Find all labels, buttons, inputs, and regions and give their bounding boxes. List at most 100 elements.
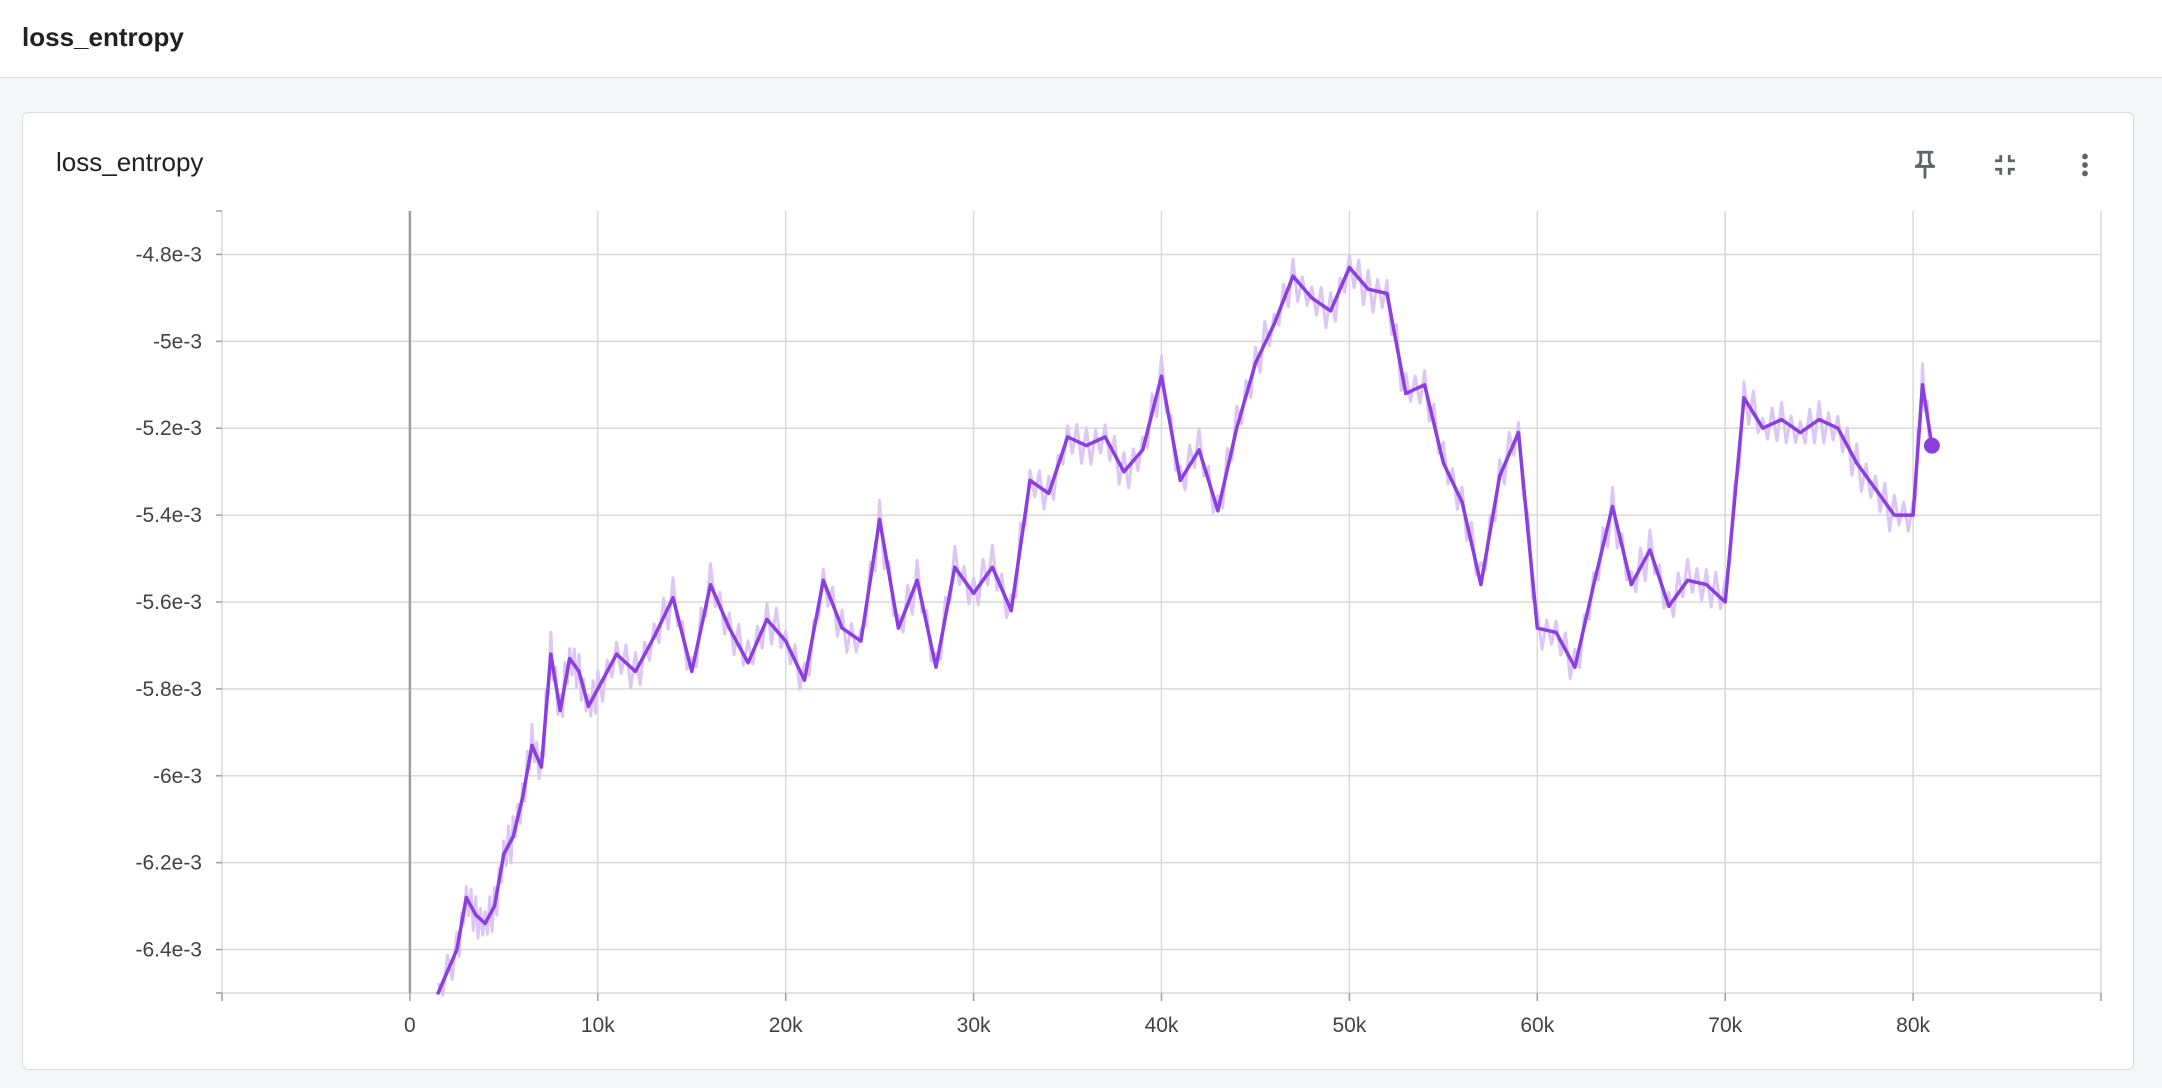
data-point: [1667, 604, 1671, 608]
data-point: [586, 704, 590, 708]
x-tick-label: 50k: [1332, 1014, 1366, 1037]
data-point: [1122, 470, 1126, 474]
data-point: [1592, 583, 1596, 587]
data-point: [1291, 274, 1295, 278]
data-point: [1817, 418, 1821, 422]
data-point: [483, 921, 487, 925]
data-point: [1028, 478, 1032, 482]
data-point: [1573, 665, 1577, 669]
data-point: [1216, 509, 1220, 513]
data-point: [1103, 435, 1107, 439]
data-point: [1648, 548, 1652, 552]
card-actions: [1899, 139, 2111, 191]
data-point: [1723, 600, 1727, 604]
data-point: [1066, 435, 1070, 439]
data-point: [765, 617, 769, 621]
more-vert-icon: [2082, 153, 2088, 177]
x-tick-label: 10k: [581, 1014, 615, 1037]
pin-button[interactable]: [1899, 139, 1951, 191]
data-point: [633, 670, 637, 674]
data-point: [1197, 448, 1201, 452]
data-point: [521, 796, 525, 799]
line-chart[interactable]: -4.8e-3 -5e-3 -5.2e-3 -5.4e-3 -5.6e-3 -5.8e-3…: [23, 113, 2133, 1069]
y-tick-label: -5e-3: [153, 330, 202, 353]
pin-icon: [1915, 150, 1935, 180]
data-point: [455, 948, 459, 952]
data-point: [709, 583, 713, 587]
data-point: [568, 656, 572, 660]
y-tick-label: -5.6e-3: [135, 591, 202, 614]
data-point: [474, 913, 478, 917]
data-point: [1460, 500, 1464, 504]
data-point: [1310, 296, 1314, 300]
data-point: [577, 670, 581, 674]
data-point: [896, 626, 900, 630]
data-point: [502, 852, 506, 856]
series-line: [436, 265, 1934, 995]
data-point: [1272, 322, 1276, 326]
data-point: [492, 904, 496, 908]
x-tick-label: 70k: [1708, 1014, 1742, 1037]
data-point: [1517, 431, 1521, 435]
x-tick-label: 0: [404, 1014, 416, 1037]
data-point: [530, 743, 534, 747]
data-point: [821, 578, 825, 582]
data-point: [746, 661, 750, 665]
x-tick-label: 20k: [769, 1014, 803, 1037]
data-point: [1385, 292, 1389, 296]
data-point: [549, 652, 553, 656]
card-title: loss_entropy: [56, 147, 204, 177]
data-point: [436, 991, 440, 995]
data-point: [558, 709, 562, 713]
y-tick-label: -6e-3: [153, 765, 202, 788]
data-point: [464, 895, 468, 899]
data-point: [1178, 478, 1182, 482]
data-point: [727, 626, 731, 630]
data-point: [1009, 609, 1013, 613]
data-point: [972, 591, 976, 595]
x-tick-label: 60k: [1520, 1014, 1554, 1037]
data-point: [1742, 396, 1746, 400]
y-tick-label: -5.2e-3: [135, 417, 202, 440]
last-point-marker: [1923, 437, 1940, 454]
y-tick-label: -5.4e-3: [135, 504, 202, 527]
data-point: [1686, 578, 1690, 582]
data-point: [1235, 426, 1239, 430]
raw-series-line: [436, 254, 1931, 997]
data-point: [1047, 491, 1051, 495]
data-point: [1253, 361, 1257, 365]
data-point: [1141, 448, 1145, 452]
collapse-button[interactable]: [1979, 139, 2031, 191]
data-point: [802, 678, 806, 682]
x-tick-label: 80k: [1896, 1014, 1930, 1037]
data-point: [878, 517, 882, 521]
data-point: [934, 665, 938, 669]
data-point: [1855, 461, 1859, 465]
data-point: [652, 635, 656, 639]
data-point: [539, 765, 543, 769]
data-point: [784, 639, 788, 643]
data-point: [1441, 461, 1445, 465]
data-point: [1423, 383, 1427, 387]
y-tick-label: -5.8e-3: [135, 678, 202, 701]
y-tick-label: -6.4e-3: [135, 939, 202, 962]
data-point: [1892, 513, 1896, 517]
data-point: [1761, 426, 1765, 430]
data-point: [1479, 583, 1483, 587]
x-tick-label: 40k: [1145, 1014, 1179, 1037]
data-point: [1874, 487, 1878, 491]
data-point: [1629, 583, 1633, 587]
data-point: [1920, 383, 1924, 387]
data-point: [1610, 504, 1614, 508]
data-point: [1704, 583, 1708, 587]
data-point: [840, 626, 844, 630]
data-point: [1404, 391, 1408, 395]
x-tick-label: 30k: [957, 1014, 991, 1037]
data-point: [511, 835, 515, 839]
chart-card: loss_entropy -4.8e-3 -5e-3 -5.2e-3 -5.4e-3-…: [22, 112, 2134, 1070]
data-point: [1084, 444, 1088, 448]
data-point: [1347, 265, 1351, 269]
more-button[interactable]: [2059, 139, 2111, 191]
collapse-icon: [1995, 155, 2015, 175]
data-point: [1836, 426, 1840, 430]
